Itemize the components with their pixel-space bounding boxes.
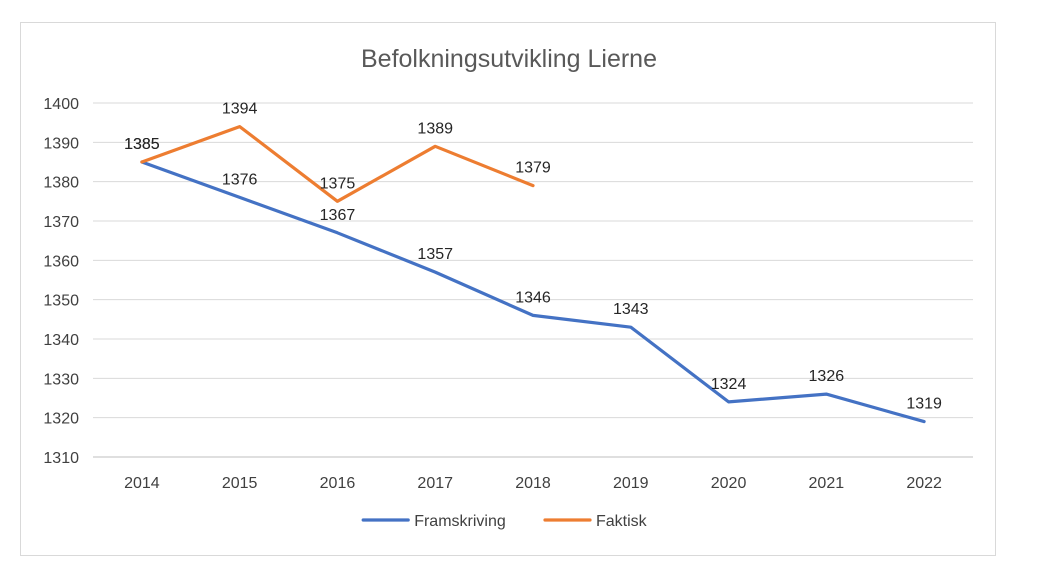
data-label: 1324 bbox=[711, 376, 747, 393]
x-axis-ticks: 2014 2015 2016 2017 2018 2019 2020 2021 2022 bbox=[124, 475, 942, 492]
data-label: 1367 bbox=[320, 207, 356, 224]
legend: Framskriving Faktisk bbox=[361, 513, 648, 530]
y-tick-label: 1370 bbox=[43, 214, 79, 231]
data-label: 1346 bbox=[515, 289, 551, 306]
x-tick-label: 2018 bbox=[515, 475, 551, 492]
x-tick-label: 2015 bbox=[222, 475, 258, 492]
x-tick-label: 2014 bbox=[124, 475, 160, 492]
y-axis-ticks: 1310 1320 1330 1340 1350 1360 1370 1380 1390 1400 bbox=[43, 96, 79, 467]
data-label: 1385 bbox=[124, 136, 160, 153]
legend-label: Faktisk bbox=[596, 513, 648, 530]
chart-frame: Befolkningsutvikling Lierne 1310 1320 1330… bbox=[20, 22, 996, 556]
data-label: 1326 bbox=[809, 368, 845, 385]
series-line-framskriving bbox=[140, 160, 926, 424]
data-label: 1319 bbox=[906, 396, 942, 413]
data-label: 1379 bbox=[515, 160, 551, 177]
y-tick-label: 1400 bbox=[43, 96, 79, 113]
y-tick-label: 1360 bbox=[43, 253, 79, 270]
y-tick-label: 1310 bbox=[43, 450, 79, 467]
data-label: 1376 bbox=[222, 171, 258, 188]
x-tick-label: 2021 bbox=[809, 475, 845, 492]
y-tick-label: 1320 bbox=[43, 411, 79, 428]
series-lines bbox=[140, 124, 926, 424]
data-label: 1357 bbox=[417, 246, 453, 263]
data-label: 1385 bbox=[124, 136, 160, 153]
gridlines bbox=[93, 102, 973, 458]
data-label: 1389 bbox=[417, 120, 453, 137]
chart-title: Befolkningsutvikling Lierne bbox=[361, 45, 657, 73]
legend-label: Framskriving bbox=[414, 513, 506, 530]
y-tick-label: 1340 bbox=[43, 332, 79, 349]
x-tick-label: 2020 bbox=[711, 475, 747, 492]
x-tick-label: 2019 bbox=[613, 475, 649, 492]
y-tick-label: 1390 bbox=[43, 135, 79, 152]
y-tick-label: 1350 bbox=[43, 293, 79, 310]
data-label: 1394 bbox=[222, 101, 258, 118]
series-line-faktisk bbox=[140, 124, 535, 203]
data-label: 1343 bbox=[613, 301, 649, 318]
y-tick-label: 1330 bbox=[43, 371, 79, 388]
x-tick-label: 2016 bbox=[320, 475, 356, 492]
line-chart: Befolkningsutvikling Lierne 1310 1320 1330… bbox=[43, 45, 973, 530]
y-tick-label: 1380 bbox=[43, 175, 79, 192]
x-tick-label: 2022 bbox=[906, 475, 942, 492]
data-label: 1375 bbox=[320, 175, 356, 192]
x-tick-label: 2017 bbox=[417, 475, 453, 492]
